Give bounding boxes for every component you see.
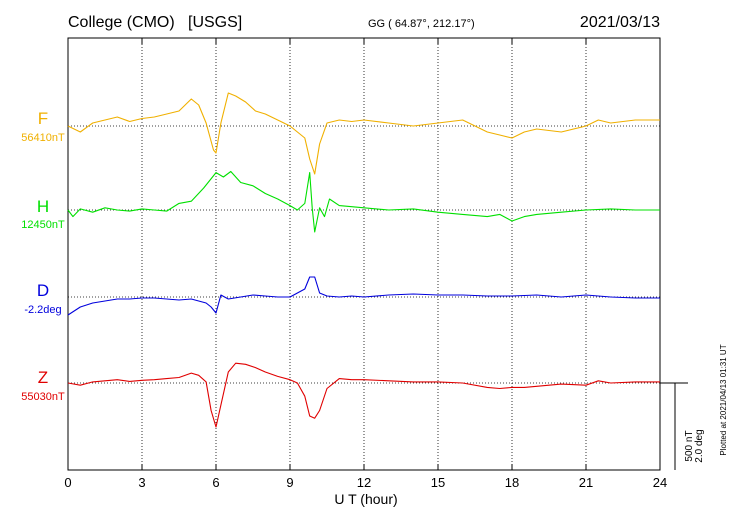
series-baseline-F: 56410nT xyxy=(21,132,65,144)
x-axis-ticks: 0 3 6 9 12 15 18 21 24 xyxy=(64,38,667,490)
x-tick-label: 9 xyxy=(286,475,293,490)
x-tick-label: 0 xyxy=(64,475,71,490)
series-line-Z xyxy=(67,362,660,428)
x-tick-label: 3 xyxy=(138,475,145,490)
scale-bar: 500 nT 2.0 deg xyxy=(660,382,705,470)
x-axis-label: U T (hour) xyxy=(334,491,397,507)
x-tick-label: 15 xyxy=(431,475,445,490)
plotted-note: Plotted at 2021/04/13 01:31 UT xyxy=(719,344,728,455)
x-tick-label: 6 xyxy=(212,475,219,490)
series-baseline-H: 12450nT xyxy=(21,219,65,231)
grid xyxy=(68,38,660,470)
station-title: College (CMO) xyxy=(68,14,175,31)
series-line-F xyxy=(67,92,660,175)
series-line-H xyxy=(67,170,660,233)
series-name-H: H xyxy=(37,197,49,216)
source-label: [USGS] xyxy=(188,14,242,31)
series-line-D xyxy=(67,276,660,316)
date-label: 2021/03/13 xyxy=(580,14,660,31)
x-tick-label: 12 xyxy=(357,475,371,490)
x-tick-label: 21 xyxy=(579,475,593,490)
coordinates-label: GG ( 64.87°, 212.17°) xyxy=(368,18,475,30)
series-labels: F 56410nT H 12450nT D -2.2deg Z 55030nT xyxy=(21,109,65,403)
scale-label-deg: 2.0 deg xyxy=(694,429,705,462)
scale-label-nt: 500 nT xyxy=(684,430,695,461)
series-name-Z: Z xyxy=(38,368,48,387)
series-name-F: F xyxy=(38,109,48,128)
series-baseline-D: -2.2deg xyxy=(24,304,61,316)
x-tick-label: 24 xyxy=(653,475,667,490)
series-curves xyxy=(67,92,660,428)
x-tick-label: 18 xyxy=(505,475,519,490)
series-name-D: D xyxy=(37,281,49,300)
series-baseline-Z: 55030nT xyxy=(21,391,65,403)
